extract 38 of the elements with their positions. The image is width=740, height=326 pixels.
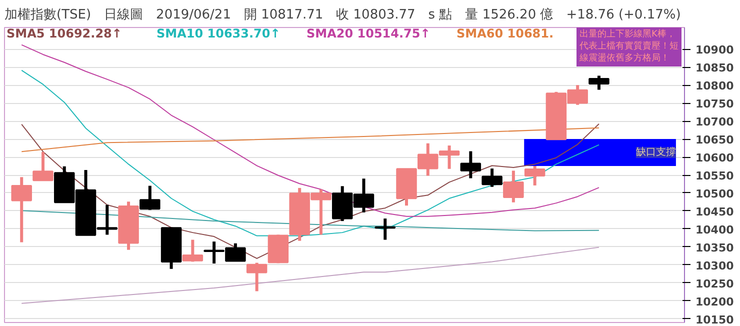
y-tick-label: 10300 [696,259,734,272]
line-series [21,127,600,152]
candlestick [32,152,54,182]
y-tick-label: 10650 [696,134,734,147]
line-series [21,210,600,232]
text: SMA20 10514.75↑ [306,26,430,40]
y-tick-label: 10750 [696,98,734,111]
y-tick-label: 10400 [696,223,734,236]
band-label: 缺口支撐 [636,146,676,158]
y-tick-label: 10700 [696,116,734,129]
candlestick [588,76,610,90]
y-tick-label: 10550 [696,170,734,182]
y-tick-label: 10600 [696,152,734,165]
chart-title: 加權指數(TSE) 日線圖 2019/06/21 開 10817.71 收 10803.77 s 點 量 1526.20 億 +18.76 (+0.17%) [4,8,681,22]
y-tick-label: 10350 [696,241,734,254]
text: SMA10 10633.70↑ [156,26,280,40]
line-series [21,70,600,236]
text: SMA60 10681. [456,26,554,40]
candlestick [524,166,546,186]
y-tick-label: 10200 [696,295,734,308]
y-tick-label: 10800 [696,80,734,93]
candlestick [374,218,396,240]
y-tick-label: 10500 [696,187,734,200]
y-tick-label: 10450 [696,205,734,218]
y-tick-label: 10150 [696,313,734,326]
text: SMA5 10692.28↑ [6,26,122,40]
annotation: 出量的上下影線黑K棒，代表上檔有實質賣壓！短線震盪依舊多方格局！ [578,28,678,64]
y-tick-label: 10250 [696,277,734,290]
candlestick [503,170,524,202]
candlestick [482,168,502,187]
y-tick-label: 10850 [696,62,734,75]
candlestick [11,177,32,242]
candlestick [140,186,160,210]
line-series [21,246,600,304]
y-tick-label: 10900 [696,44,734,57]
candlestick [182,240,204,262]
candlestick [460,151,482,178]
candlestick [246,262,268,292]
